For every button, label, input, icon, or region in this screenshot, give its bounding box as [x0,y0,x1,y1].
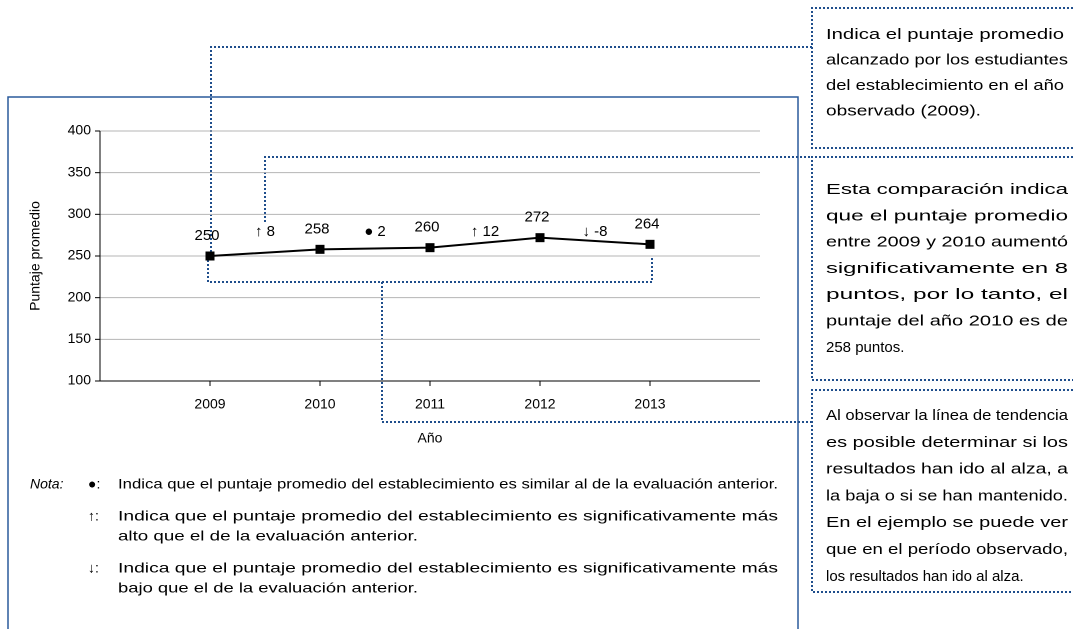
x-tick-label: 2011 [415,396,445,412]
callout-text: los resultados han ido al alza. [826,568,1024,585]
note-text: bajo que el de la evaluación anterior. [118,580,418,596]
connector [207,256,653,283]
y-tick-label: 300 [68,205,92,221]
callout-text: observado (2009). [826,102,981,119]
callout-text: En el ejemplo se puede ver [826,514,1068,531]
y-tick-label: 200 [68,288,92,304]
point [315,244,325,254]
x-axis-label: Año [418,430,443,446]
callout-text: del establecimiento en el año [826,77,1064,94]
connector [210,46,812,256]
chart-frame [7,96,799,629]
callout-text: que el puntaje promedio [826,207,1068,224]
point [645,239,655,249]
callout-box [811,389,1073,593]
change-label: ↑ 12 [471,223,499,240]
x-tick-label: 2009 [194,396,225,412]
callout-box [811,156,1073,381]
callout-text: la baja o si se han mantenido. [826,487,1068,504]
value-label: 260 [414,219,439,236]
note-label: Nota: [30,476,64,492]
callout-text: que en el período observado, [826,541,1068,558]
note-text: Indica que el puntaje promedio del estab… [118,560,778,576]
y-tick-label: 400 [68,122,92,138]
change-label: ↑ 8 [255,223,275,240]
callout-text: alcanzado por los estudiantes [826,51,1068,68]
callout-text: es posible determinar si los [826,434,1068,451]
x-tick-label: 2012 [524,396,555,412]
note-symbol: ●: [88,476,100,492]
note-text: alto que el de la evaluación anterior. [118,528,418,544]
x-tick-label: 2010 [304,396,335,412]
y-tick-label: 250 [68,247,92,263]
note-symbol: ↑: [88,508,99,524]
callout-connectors [207,7,1073,593]
callout-text: entre 2009 y 2010 aumentó [826,234,1068,251]
point [425,243,435,253]
callout-text: 258 puntos. [826,339,904,356]
note-text: Indica que el puntaje promedio del estab… [118,476,778,492]
callout-text: Esta comparación indica [826,181,1069,198]
y-tick-label: 150 [68,330,92,346]
x-tick-label: 2013 [634,396,665,412]
y-tick-label: 100 [68,372,92,388]
callout-text: puntaje del año 2010 es de [826,312,1068,329]
value-label: 272 [524,209,549,226]
callout-text: resultados han ido al alza, a [826,461,1069,478]
value-label: 250 [194,227,219,244]
point [535,233,545,243]
callout-text: significativamente en 8 [826,260,1068,277]
change-label: ↓ -8 [582,223,607,240]
value-label: 264 [634,215,659,232]
point [205,251,215,261]
value-label: 258 [304,220,329,237]
connector [264,156,812,222]
y-tick-label: 350 [68,163,92,179]
change-label: ● 2 [364,223,386,240]
connector [381,282,812,423]
y-axis-label: Puntaje promedio [27,201,43,311]
note-text: Indica que el puntaje promedio del estab… [118,508,778,524]
callout-text: Indica el puntaje promedio [826,26,1064,43]
callout-text: puntos, por lo tanto, el [826,286,1068,303]
note-symbol: ↓: [88,560,99,576]
callout-text: Al observar la línea de tendencia [826,407,1069,424]
